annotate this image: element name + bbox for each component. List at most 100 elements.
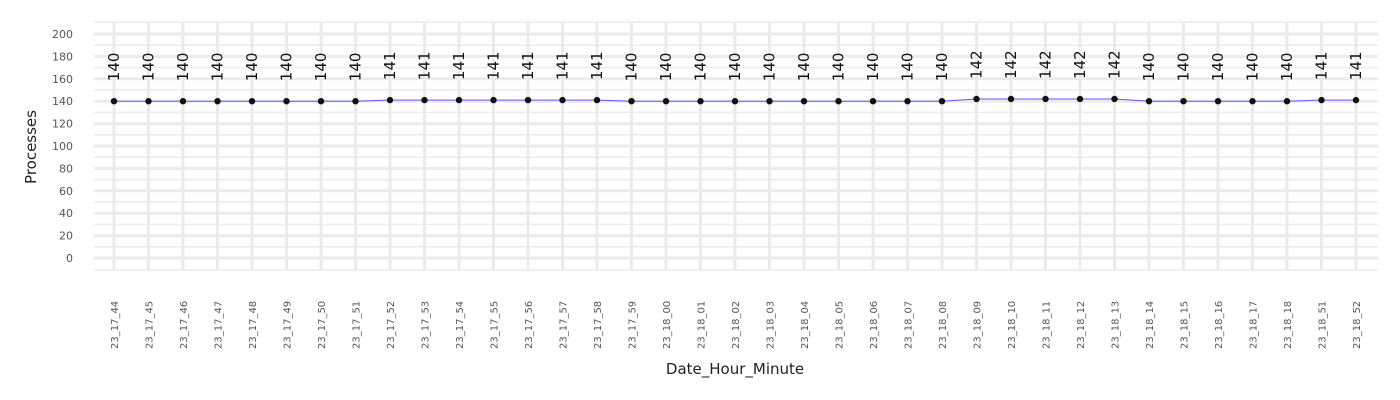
data-label: 141 (381, 51, 399, 80)
y-axis-title: Processes (22, 110, 40, 184)
x-tick-label: 23_18_51 (1318, 301, 1329, 349)
y-tick-label: 120 (52, 118, 73, 131)
y-axis-ticks: 0 20 40 60 80 100 120 140 160 180 200 (52, 28, 73, 265)
data-point (1180, 98, 1187, 105)
x-tick-label: 23_18_03 (766, 301, 777, 349)
y-tick-label: 20 (59, 230, 73, 243)
data-point (593, 96, 601, 104)
data-point (559, 96, 566, 104)
data-point (835, 98, 842, 105)
x-tick-label: 23_17_44 (110, 301, 121, 349)
x-tick-label: 23_18_05 (835, 301, 846, 349)
y-tick-label: 180 (52, 50, 73, 63)
data-label: 141 (519, 51, 537, 80)
data-labels: 140 140 140 140 140 140 140 140 141 141 141 141 141 1… (105, 50, 1365, 81)
y-tick-label: 160 (52, 73, 73, 86)
x-tick-label: 23_18_01 (697, 301, 708, 349)
data-point (455, 96, 463, 104)
x-tick-label: 23_17_58 (593, 301, 604, 349)
data-label: 140 (312, 53, 330, 82)
data-label: 140 (140, 53, 158, 82)
x-tick-label: 23_18_16 (1214, 301, 1225, 349)
data-label: 140 (1209, 53, 1227, 82)
data-label: 140 (1140, 53, 1158, 82)
data-label: 141 (554, 51, 572, 80)
x-axis-title: Date_Hour_Minute (666, 360, 804, 379)
data-point (179, 98, 187, 105)
x-axis-ticks: 23_17_44 23_17_45 23_17_46 23_17_47 23_17_48… (110, 301, 1363, 349)
x-tick-label: 23_17_49 (283, 301, 294, 349)
data-point (386, 96, 394, 104)
x-tick-label: 23_17_59 (628, 301, 639, 349)
data-point (973, 95, 980, 103)
x-tick-label: 23_18_11 (1042, 301, 1053, 349)
data-point (766, 98, 773, 105)
data-label: 140 (899, 53, 917, 82)
y-tick-label: 200 (52, 28, 73, 41)
data-point (524, 96, 532, 104)
x-tick-label: 23_18_12 (1076, 301, 1087, 349)
data-label: 142 (1002, 50, 1020, 79)
data-points (110, 95, 1360, 105)
data-point (283, 98, 290, 105)
data-label: 140 (761, 53, 779, 82)
data-label: 140 (864, 53, 882, 82)
y-tick-label: 40 (59, 207, 73, 220)
data-label: 142 (1071, 50, 1089, 79)
data-point (697, 98, 704, 105)
x-tick-label: 23_17_47 (214, 301, 225, 349)
x-tick-label: 23_18_06 (869, 301, 880, 349)
x-tick-label: 23_18_00 (662, 301, 673, 349)
data-label: 140 (657, 53, 675, 82)
data-label: 140 (830, 53, 848, 82)
data-point (110, 98, 118, 105)
data-label: 142 (1037, 50, 1055, 79)
data-label: 140 (1175, 53, 1193, 82)
y-tick-label: 60 (59, 185, 73, 198)
data-point (1007, 95, 1015, 103)
y-tick-label: 140 (52, 95, 73, 108)
y-tick-label: 80 (59, 162, 73, 175)
data-point (662, 98, 670, 105)
data-point (869, 98, 877, 105)
x-tick-label: 23_18_18 (1283, 301, 1294, 349)
data-point (1249, 98, 1256, 105)
data-point (1318, 96, 1325, 104)
x-tick-label: 23_18_09 (973, 301, 984, 349)
data-point (1076, 95, 1084, 103)
x-tick-label: 23_17_51 (352, 301, 363, 349)
data-label: 140 (726, 53, 744, 82)
x-tick-label: 23_17_50 (317, 301, 328, 349)
data-point (800, 98, 808, 105)
data-point (248, 98, 256, 105)
x-tick-label: 23_17_46 (179, 301, 190, 349)
y-tick-label: 100 (52, 140, 73, 153)
data-point (145, 98, 152, 105)
x-tick-label: 23_18_04 (800, 301, 811, 349)
data-point (352, 98, 359, 105)
data-label: 140 (105, 53, 123, 82)
x-tick-label: 23_18_07 (904, 301, 915, 349)
x-tick-label: 23_18_14 (1145, 301, 1156, 349)
data-point (1111, 95, 1118, 103)
data-label: 140 (278, 53, 296, 82)
data-label: 141 (450, 51, 468, 80)
x-tick-label: 23_18_08 (938, 301, 949, 349)
data-label: 141 (588, 51, 606, 80)
data-label: 142 (968, 50, 986, 79)
data-point (628, 98, 635, 105)
data-point (490, 96, 497, 104)
x-tick-label: 23_17_56 (524, 301, 535, 349)
data-label: 141 (485, 51, 503, 80)
data-label: 140 (1278, 53, 1296, 82)
data-point (214, 98, 221, 105)
data-label: 140 (692, 53, 710, 82)
data-point (317, 98, 325, 105)
data-point (1283, 98, 1291, 105)
data-point (731, 98, 739, 105)
x-tick-label: 23_17_55 (490, 301, 501, 349)
data-label: 140 (795, 53, 813, 82)
data-label: 141 (416, 51, 434, 80)
